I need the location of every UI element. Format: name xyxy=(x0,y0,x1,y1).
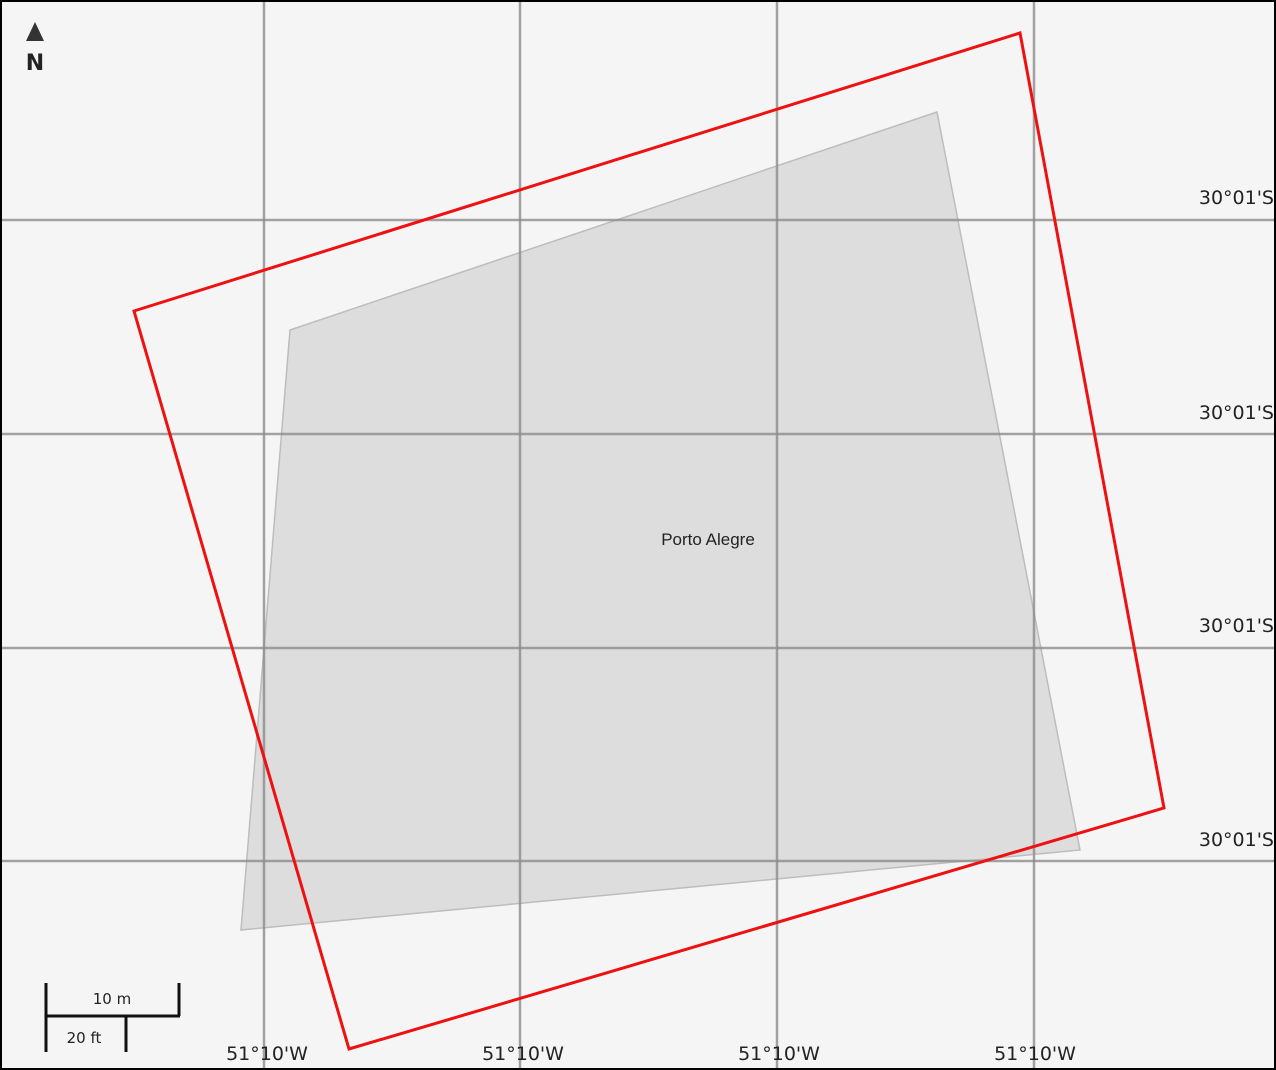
latitude-label: 30°01'S xyxy=(1199,402,1274,424)
longitude-label: 51°10'W xyxy=(482,1043,564,1065)
longitude-label: 51°10'W xyxy=(226,1043,308,1065)
north-arrow-label: N xyxy=(26,51,44,76)
latitude-label: 30°01'S xyxy=(1199,187,1274,209)
building-footprint xyxy=(240,111,1081,931)
scale-metric-label: 10 m xyxy=(93,990,131,1008)
latitude-label: 30°01'S xyxy=(1199,615,1274,637)
scale-imperial-label: 20 ft xyxy=(67,1029,102,1047)
north-arrow: N xyxy=(26,22,44,76)
longitude-label: 51°10'W xyxy=(994,1043,1076,1065)
highlight-outline[interactable] xyxy=(132,31,1166,1051)
latitude-label: 30°01'S xyxy=(1199,829,1274,851)
scale-bar xyxy=(44,983,181,1052)
place-label: Porto Alegre xyxy=(661,530,755,549)
north-arrow-icon xyxy=(26,22,44,41)
longitude-label: 51°10'W xyxy=(738,1043,820,1065)
